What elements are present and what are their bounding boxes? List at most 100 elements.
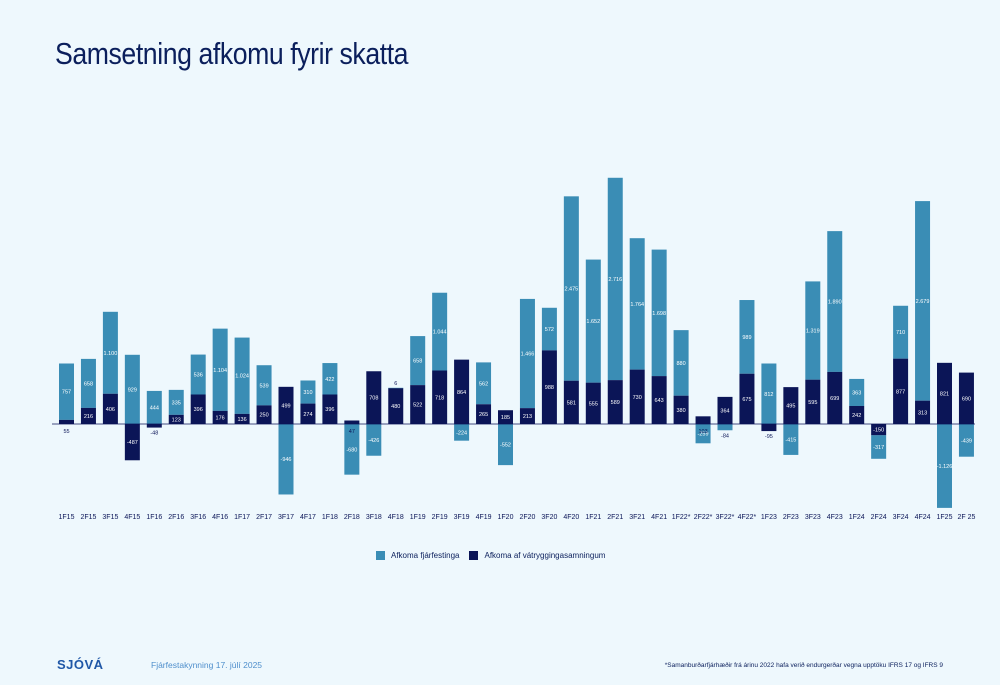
data-label-insurance: 274: [303, 412, 312, 418]
x-tick-label: 4F21: [651, 514, 667, 521]
x-tick-label: 4F15: [124, 514, 140, 521]
bar-insurance: [146, 424, 162, 428]
data-label-investment: 444: [150, 405, 159, 411]
data-label-investment: -552: [500, 443, 511, 449]
bar-investment: [937, 424, 952, 508]
bar-investment: [300, 380, 316, 404]
bar-investment: [849, 378, 865, 406]
x-tick-label: 3F24: [893, 514, 909, 521]
bar-insurance: [59, 419, 74, 424]
bar-insurance: [783, 387, 799, 424]
data-label-investment: 1.100: [104, 351, 118, 357]
bar-investment: [322, 363, 338, 395]
bar-insurance: [585, 382, 601, 424]
x-tick-label: 4F22*: [738, 514, 757, 521]
bar-insurance: [629, 369, 645, 424]
x-tick-label: 3F19: [454, 514, 470, 521]
data-label-insurance: 708: [369, 396, 378, 402]
bar-investment: [388, 387, 404, 389]
x-tick-label: 1F15: [59, 514, 75, 521]
data-label-insurance: 589: [611, 400, 620, 406]
bar-insurance: [695, 416, 711, 424]
data-label-investment: -426: [368, 438, 379, 444]
x-tick-label: 3F18: [366, 514, 382, 521]
legend-item-investment: Afkoma fjárfestinga: [376, 551, 459, 560]
bar-insurance: [673, 395, 689, 424]
x-tick-label: 1F23: [761, 514, 777, 521]
data-label-insurance: 555: [589, 401, 598, 407]
bar-insurance: [476, 404, 492, 424]
bar-investment: [761, 363, 777, 424]
x-tick-label: 1F22*: [672, 514, 691, 521]
bar-investment: [805, 281, 821, 380]
data-label-investment: 1.044: [433, 330, 447, 336]
data-label-investment: 562: [479, 381, 488, 387]
data-label-insurance: -48: [150, 431, 158, 437]
bar-insurance: [871, 424, 887, 436]
data-label-insurance: 380: [677, 408, 686, 414]
x-tick-label: 3F20: [541, 514, 557, 521]
x-tick-label: 2F17: [256, 514, 272, 521]
bar-insurance: [805, 379, 821, 424]
data-label-insurance: 499: [281, 403, 290, 409]
bar-insurance: [102, 393, 118, 424]
x-tick-label: 3F22*: [716, 514, 735, 521]
data-label-insurance: 730: [633, 395, 642, 401]
data-label-insurance: -150: [873, 428, 884, 434]
data-label-investment: 1.764: [630, 302, 644, 308]
bar-investment: [146, 390, 162, 424]
x-tick-label: 3F23: [805, 514, 821, 521]
bar-insurance: [519, 408, 535, 424]
x-tick-label: 4F24: [915, 514, 931, 521]
bar-insurance: [827, 371, 843, 424]
data-label-investment: 989: [742, 335, 751, 341]
data-label-insurance: 242: [852, 413, 861, 419]
x-tick-label: 1F16: [146, 514, 162, 521]
x-tick-label: 2F18: [344, 514, 360, 521]
x-tick-label: 2F19: [432, 514, 448, 521]
data-label-insurance: 406: [106, 407, 115, 413]
bar-insurance: [498, 410, 513, 424]
data-label-investment: 335: [172, 400, 181, 406]
x-tick-label: 1F18: [322, 514, 338, 521]
data-label-insurance: 136: [238, 417, 247, 423]
x-tick-label: 4F16: [212, 514, 228, 521]
data-label-investment: 422: [325, 377, 334, 383]
bar-investment: [256, 365, 272, 406]
bar-investment: [739, 300, 755, 374]
bar-insurance: [893, 358, 909, 424]
x-tick-label: 2F15: [80, 514, 96, 521]
footnote: *Samanburðarfjárhæðir frá árinu 2022 haf…: [664, 662, 943, 669]
x-tick-label: 3F15: [102, 514, 118, 521]
data-label-investment: 310: [303, 390, 312, 396]
data-label-insurance: 864: [457, 390, 466, 396]
bar-insurance: [761, 424, 777, 432]
data-label-insurance: 47: [349, 429, 355, 435]
bar-insurance: [432, 370, 448, 424]
bar-insurance: [739, 373, 755, 424]
data-label-insurance: 690: [962, 396, 971, 402]
data-label-insurance: 643: [655, 398, 664, 404]
x-tick-label: 2F20: [519, 514, 535, 521]
bar-insurance: [256, 405, 272, 424]
bar-insurance: [651, 376, 667, 424]
x-tick-label: 3F17: [278, 514, 294, 521]
x-tick-label: 4F19: [476, 514, 492, 521]
x-tick-label: 2F22*: [694, 514, 713, 521]
bar-investment: [673, 330, 689, 396]
chart-legend: Afkoma fjárfestinga Afkoma af vátrygging…: [376, 551, 615, 560]
bar-investment: [893, 305, 909, 359]
x-tick-label: 3F21: [629, 514, 645, 521]
bar-insurance: [937, 362, 952, 424]
data-label-investment: 6: [394, 381, 397, 387]
data-label-investment: 757: [62, 390, 71, 396]
legend-label-insurance: Afkoma af vátryggingasamningum: [484, 551, 606, 560]
bar-investment: [212, 328, 228, 411]
bar-investment: [59, 363, 74, 420]
data-label-investment: 1.652: [586, 319, 600, 325]
bar-insurance: [541, 350, 557, 424]
bar-insurance: [322, 394, 338, 424]
x-tick-label: 2F16: [168, 514, 184, 521]
data-label-insurance: 185: [501, 415, 510, 421]
x-tick-label: 2F21: [607, 514, 623, 521]
